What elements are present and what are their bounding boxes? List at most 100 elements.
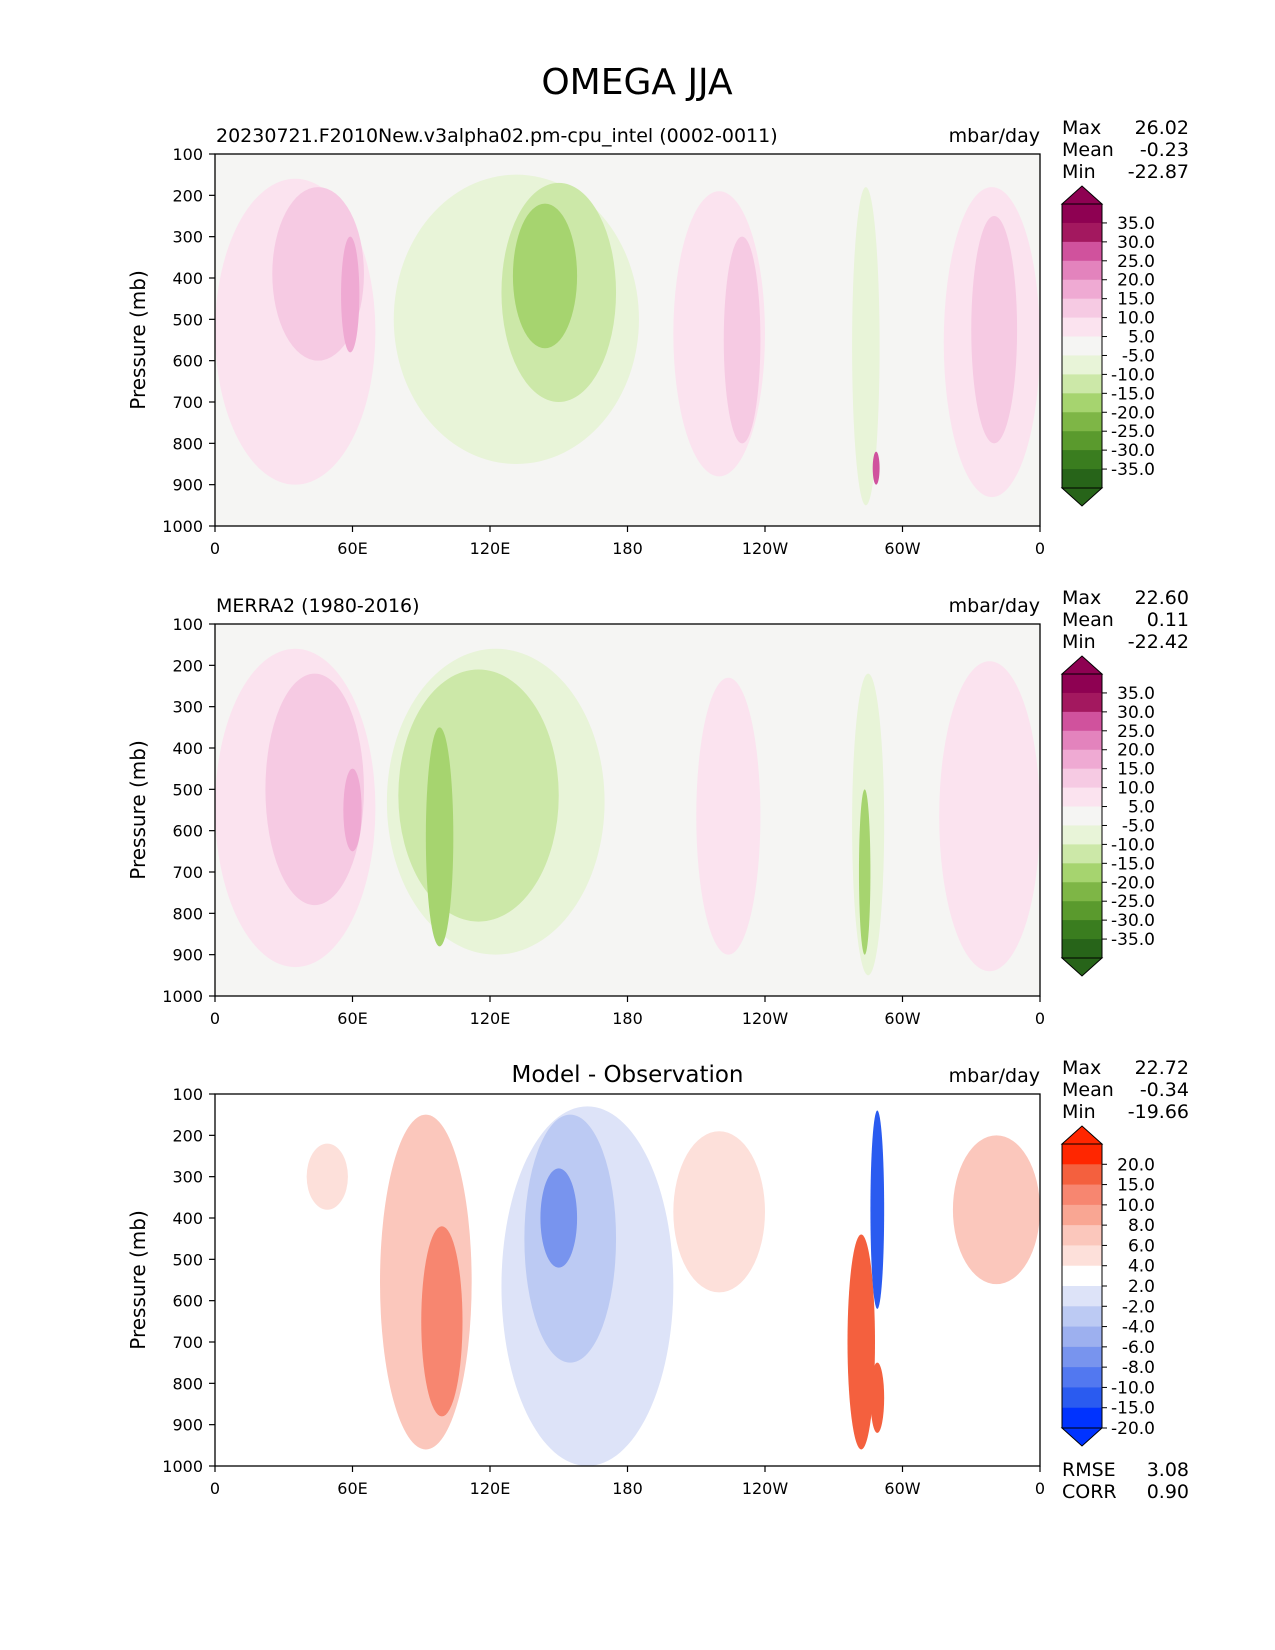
colorbar-segment [1062, 317, 1102, 338]
y-tick-label: 300 [172, 698, 203, 717]
colorbar-segment [1062, 1407, 1102, 1429]
y-tick-label: 200 [172, 656, 203, 675]
colorbar-label: 20.0 [1117, 271, 1155, 291]
colorbar-segment [1062, 920, 1102, 940]
x-tick-label: 180 [612, 539, 643, 558]
colorbar-label: 8.0 [1128, 1216, 1155, 1236]
stat-label: Min [1062, 161, 1096, 183]
stat-value: 22.60 [1135, 587, 1189, 609]
colorbar-label: -8.0 [1122, 1358, 1155, 1378]
contour-region-8 [870, 1110, 885, 1309]
colorbar-segment [1062, 1326, 1102, 1348]
stat-value: -0.23 [1140, 139, 1189, 161]
x-tick-label: 60E [337, 1479, 367, 1498]
colorbar-label: 5.0 [1128, 798, 1155, 818]
colorbar-label: 15.0 [1117, 1176, 1155, 1196]
x-tick-label: 120W [742, 539, 789, 558]
colorbar-segment [1062, 355, 1102, 375]
colorbar-extend-max [1060, 185, 1104, 205]
colorbar-label: -35.0 [1111, 460, 1155, 480]
contour-region-6 [696, 677, 761, 955]
footer-stat-value: 0.90 [1147, 1481, 1189, 1503]
contour-region-8 [852, 187, 880, 506]
y-tick-label: 200 [172, 1126, 203, 1145]
stat-value: -22.87 [1128, 161, 1189, 183]
colorbar-segment [1062, 1225, 1102, 1246]
y-tick-label: 700 [172, 1333, 203, 1352]
colorbar-segment [1062, 692, 1102, 713]
colorbar-label: 5.0 [1128, 328, 1155, 348]
colorbar-segment [1062, 901, 1102, 921]
y-tick-label: 900 [172, 476, 203, 495]
panel-title: MERRA2 (1980-2016) [216, 595, 420, 617]
colorbar-segment [1062, 1245, 1102, 1267]
y-tick-label: 800 [172, 1374, 203, 1393]
colorbar-segment [1062, 882, 1102, 902]
colorbar-segment [1062, 825, 1102, 845]
contour-region-2 [343, 768, 362, 852]
stat-value: -19.66 [1128, 1101, 1189, 1123]
colorbar-label: 10.0 [1117, 1196, 1155, 1216]
y-axis-label: Pressure (mb) [126, 270, 150, 410]
colorbar-segment [1062, 393, 1102, 413]
y-tick-label: 100 [172, 615, 203, 634]
colorbar-label: 20.0 [1117, 1155, 1155, 1175]
contour-region-10 [952, 1135, 1040, 1285]
y-tick-label: 600 [172, 1292, 203, 1311]
colorbar-segment [1062, 1204, 1102, 1226]
colorbar-label: -35.0 [1111, 930, 1155, 950]
units-label: mbar/day [949, 595, 1040, 617]
y-tick-label: 400 [172, 1209, 203, 1228]
y-tick-label: 900 [172, 1416, 203, 1435]
y-tick-label: 900 [172, 946, 203, 965]
colorbar-segment [1062, 844, 1102, 864]
colorbar-segment [1062, 863, 1102, 883]
contour-region-5 [425, 727, 454, 947]
colorbar-label: -15.0 [1111, 1399, 1155, 1419]
x-tick-label: 0 [210, 1009, 220, 1028]
stat-label: Max [1062, 117, 1101, 139]
y-tick-label: 700 [172, 863, 203, 882]
colorbar-segment [1062, 711, 1102, 732]
y-tick-label: 200 [172, 186, 203, 205]
colorbar-segment [1062, 469, 1102, 489]
colorbar-segment [1062, 768, 1102, 789]
colorbar-label: 2.0 [1128, 1277, 1155, 1297]
contour-region-1 [272, 187, 364, 361]
footer-stat-label: RMSE [1062, 1459, 1116, 1481]
field-contours [215, 174, 1040, 506]
y-tick-label: 800 [172, 904, 203, 923]
colorbar-extend-max [1060, 1125, 1104, 1145]
colorbar-segment [1062, 204, 1102, 224]
y-tick-label: 500 [172, 310, 203, 329]
footer-stat-label: CORR [1062, 1481, 1117, 1503]
contour-region-7 [723, 236, 761, 444]
colorbar-label: -30.0 [1111, 911, 1155, 931]
y-tick-label: 300 [172, 1168, 203, 1187]
colorbar-label: 25.0 [1117, 252, 1155, 272]
stat-label: Min [1062, 1101, 1096, 1123]
colorbar-segment [1062, 1387, 1102, 1409]
x-tick-label: 120E [470, 1479, 511, 1498]
colorbar-label: -25.0 [1111, 892, 1155, 912]
y-tick-label: 400 [172, 269, 203, 288]
contour-region-8 [858, 789, 871, 955]
colorbar-segment [1062, 1144, 1102, 1165]
x-tick-label: 0 [1035, 539, 1045, 558]
contour-region-9 [870, 1362, 885, 1433]
colorbar-segment [1062, 298, 1102, 319]
colorbar-label: -20.0 [1111, 1419, 1155, 1439]
stat-label: Max [1062, 1057, 1101, 1079]
colorbar-label: 20.0 [1117, 741, 1155, 761]
contour-region-9 [939, 661, 1040, 972]
colorbar-label: -30.0 [1111, 441, 1155, 461]
field-contours [306, 1106, 1040, 1466]
stat-label: Mean [1062, 609, 1114, 631]
contour-region-1 [265, 673, 364, 906]
colorbar-label: 35.0 [1117, 684, 1155, 704]
panel-title: Model - Observation [511, 1062, 743, 1088]
colorbar-segment [1062, 939, 1102, 959]
colorbar: 35.030.025.020.015.010.05.0-5.0-10.0-15.… [1060, 655, 1155, 977]
x-tick-label: 120W [742, 1009, 789, 1028]
x-tick-label: 60W [884, 539, 920, 558]
